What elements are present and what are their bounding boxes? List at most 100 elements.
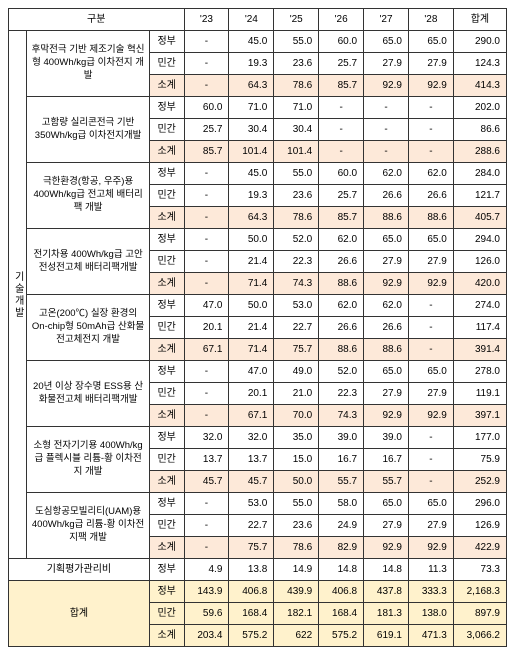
row-label: 민간 [149, 383, 184, 405]
value-cell: 71.0 [274, 97, 319, 119]
value-cell: 30.4 [229, 119, 274, 141]
value-cell: 45.0 [229, 163, 274, 185]
value-cell: - [184, 361, 229, 383]
value-cell: 101.4 [229, 141, 274, 163]
row-label: 소계 [149, 537, 184, 559]
value-cell: 21.0 [274, 383, 319, 405]
value-cell: 575.2 [319, 625, 364, 647]
value-cell: 71.4 [229, 273, 274, 295]
row-label: 정부 [149, 427, 184, 449]
value-cell: 27.9 [408, 251, 453, 273]
value-cell: 92.9 [364, 537, 409, 559]
value-cell: - [408, 119, 453, 141]
value-cell: 397.1 [453, 405, 506, 427]
value-cell: 290.0 [453, 31, 506, 53]
value-cell: 53.0 [274, 295, 319, 317]
row-label: 정부 [149, 163, 184, 185]
row-label: 정부 [149, 229, 184, 251]
header-y28: '28 [408, 9, 453, 31]
value-cell: - [184, 75, 229, 97]
value-cell: 55.0 [274, 493, 319, 515]
value-cell: 65.0 [408, 31, 453, 53]
row-label: 정부 [149, 493, 184, 515]
value-cell: 20.1 [184, 317, 229, 339]
value-cell: 622 [274, 625, 319, 647]
value-cell: 65.0 [364, 361, 409, 383]
value-cell: - [408, 471, 453, 493]
value-cell: 22.3 [319, 383, 364, 405]
value-cell: 14.9 [274, 559, 319, 581]
value-cell: 15.0 [274, 449, 319, 471]
value-cell: 35.0 [274, 427, 319, 449]
value-cell: 16.7 [319, 449, 364, 471]
value-cell: 138.0 [408, 603, 453, 625]
value-cell: 47.0 [229, 361, 274, 383]
value-cell: 65.0 [408, 493, 453, 515]
value-cell: 55.7 [319, 471, 364, 493]
row-label: 민간 [149, 515, 184, 537]
header-category: 구분 [9, 9, 185, 31]
value-cell: 86.6 [453, 119, 506, 141]
value-cell: 39.0 [364, 427, 409, 449]
value-cell: 406.8 [229, 581, 274, 603]
value-cell: 406.8 [319, 581, 364, 603]
value-cell: 85.7 [319, 75, 364, 97]
value-cell: - [184, 207, 229, 229]
value-cell: 71.0 [229, 97, 274, 119]
value-cell: 75.7 [229, 537, 274, 559]
project-title: 20년 이상 장수명 ESS용 산화물전고체 배터리팩개발 [27, 361, 149, 427]
value-cell: - [184, 537, 229, 559]
header-y24: '24 [229, 9, 274, 31]
value-cell: 74.3 [319, 405, 364, 427]
value-cell: 420.0 [453, 273, 506, 295]
value-cell: 92.9 [408, 537, 453, 559]
value-cell: - [319, 97, 364, 119]
value-cell: 92.9 [408, 405, 453, 427]
value-cell: 897.9 [453, 603, 506, 625]
value-cell: 71.4 [229, 339, 274, 361]
grand-total-title: 합계 [9, 581, 150, 647]
value-cell: 53.0 [229, 493, 274, 515]
value-cell: 64.3 [229, 75, 274, 97]
value-cell: - [184, 53, 229, 75]
value-cell: 13.8 [229, 559, 274, 581]
value-cell: 2,168.3 [453, 581, 506, 603]
table-row: 고함량 실리콘전극 기반 350Wh/kg급 이차전지개발정부60.071.07… [9, 97, 507, 119]
project-title: 극한환경(항공, 우주)용 400Wh/kg급 전고체 배터리팩 개발 [27, 163, 149, 229]
value-cell: 471.3 [408, 625, 453, 647]
table-row: 기술개발후막전극 기반 제조기술 혁신형 400Wh/kg급 이차전지 개발정부… [9, 31, 507, 53]
value-cell: 85.7 [319, 207, 364, 229]
row-label: 정부 [149, 31, 184, 53]
value-cell: 294.0 [453, 229, 506, 251]
project-title: 후막전극 기반 제조기술 혁신형 400Wh/kg급 이차전지 개발 [27, 31, 149, 97]
value-cell: 333.3 [408, 581, 453, 603]
value-cell: 25.7 [319, 185, 364, 207]
value-cell: 117.4 [453, 317, 506, 339]
row-label: 소계 [149, 75, 184, 97]
project-title: 전기차용 400Wh/kg급 고안전성전고체 배터리팩개발 [27, 229, 149, 295]
value-cell: 126.0 [453, 251, 506, 273]
row-label: 민간 [149, 317, 184, 339]
row-label: 정부 [149, 581, 184, 603]
value-cell: 88.6 [364, 339, 409, 361]
value-cell: 92.9 [364, 405, 409, 427]
value-cell: 32.0 [229, 427, 274, 449]
value-cell: 27.9 [364, 251, 409, 273]
value-cell: 75.9 [453, 449, 506, 471]
value-cell: 67.1 [184, 339, 229, 361]
value-cell: 16.7 [364, 449, 409, 471]
plan-eval-row: 기획평가관리비정부4.913.814.914.814.811.373.3 [9, 559, 507, 581]
value-cell: - [408, 97, 453, 119]
value-cell: 27.9 [364, 383, 409, 405]
value-cell: - [408, 339, 453, 361]
value-cell: - [184, 273, 229, 295]
row-label: 민간 [149, 603, 184, 625]
value-cell: 55.0 [274, 31, 319, 53]
value-cell: 78.6 [274, 75, 319, 97]
value-cell: 13.7 [229, 449, 274, 471]
value-cell: - [184, 185, 229, 207]
value-cell: 60.0 [319, 31, 364, 53]
value-cell: - [408, 427, 453, 449]
value-cell: 439.9 [274, 581, 319, 603]
value-cell: 65.0 [364, 493, 409, 515]
